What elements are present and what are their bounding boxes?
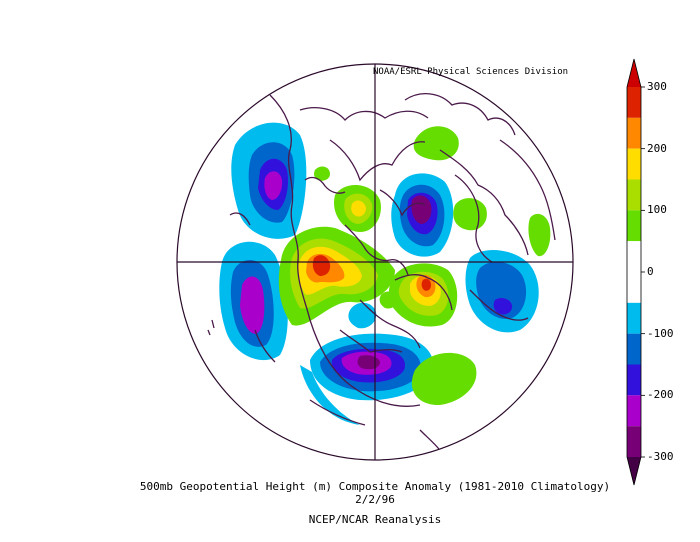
colorbar [626,58,645,486]
anomaly-low-pacific [219,241,288,361]
anomaly-low-fringe [300,365,360,425]
colorbar-bin-4 [627,210,641,242]
anomaly-high-north [334,184,381,232]
colorbar-bin-5 [627,241,641,303]
colorbar-bin-8 [627,364,641,396]
colorbar-bin-10 [627,426,641,457]
colorbar-bin-9 [627,395,641,427]
map-date: 2/2/96 [355,493,395,506]
map-boundary [176,63,574,461]
colorbar-tick-label-3: 0 [647,265,654,278]
anomaly-high-central [379,291,398,309]
anomaly-low-alaska [231,122,307,239]
map-caption: 500mb Geopotential Height (m) Composite … [139,480,611,493]
anomaly-high-patch-1 [413,126,459,161]
colorbar-bin-3 [627,179,641,211]
colorbar-bin-2 [627,148,641,180]
colorbar-bin-6 [627,302,641,334]
colorbar-tick-label-2: 100 [647,203,667,217]
anomaly-low-east [465,249,539,333]
colorbar-tick-label-4: -100 [647,326,674,340]
colorbar-under-arrow [627,457,641,485]
anomaly-high-patch-2 [453,198,487,231]
colorbar-over-arrow [627,59,641,87]
credit-label: NOAA/ESRL Physical Sciences Division [373,67,569,77]
anomaly-high-patch-4 [314,166,330,181]
colorbar-tick-label-5: -200 [647,388,674,402]
colorbar-bin-1 [627,117,641,149]
colorbar-tick-label-1: 200 [647,141,667,155]
anomaly-field [219,122,551,425]
data-source: NCEP/NCAR Reanalysis [308,513,442,526]
anomaly-high-arctic [278,226,395,326]
colorbar-bin-0 [627,87,641,118]
colorbar-bin-7 [627,333,641,365]
anomaly-low-atlantic [310,333,434,401]
anomaly-low-siberia [391,173,454,257]
anomaly-high-subtropical [411,352,477,406]
colorbar-tick-label-0: 300 [647,80,667,93]
anomaly-high-patch-3 [528,213,551,257]
colorbar-tick-label-6: -300 [647,450,674,463]
anomaly-low-central [348,302,377,329]
